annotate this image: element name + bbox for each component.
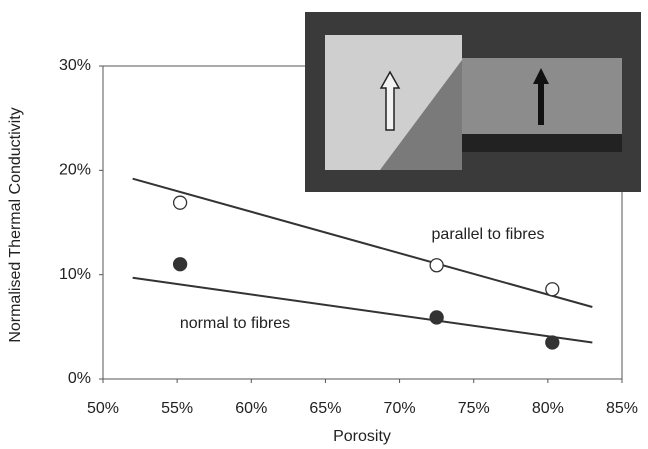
x-tick-label: 75% bbox=[458, 400, 490, 417]
data-point bbox=[429, 258, 444, 273]
y-tick-label: 30% bbox=[59, 57, 91, 74]
series-annotation: parallel to fibres bbox=[432, 226, 545, 243]
x-tick-label: 85% bbox=[606, 400, 638, 417]
y-tick-label: 20% bbox=[59, 162, 91, 179]
x-tick-label: 65% bbox=[309, 400, 341, 417]
y-axis-label: Normalised Thermal Conductivity bbox=[7, 107, 24, 342]
x-tick-label: 80% bbox=[532, 400, 564, 417]
data-point bbox=[172, 195, 188, 210]
data-point bbox=[545, 335, 560, 350]
trend-line bbox=[132, 276, 593, 344]
y-tick-label: 10% bbox=[59, 266, 91, 283]
x-axis-label: Porosity bbox=[333, 428, 391, 445]
data-point bbox=[545, 282, 560, 297]
data-point bbox=[172, 257, 188, 272]
x-tick-label: 50% bbox=[87, 400, 119, 417]
x-tick-label: 70% bbox=[384, 400, 416, 417]
x-tick-label: 55% bbox=[161, 400, 193, 417]
y-tick-label: 0% bbox=[68, 370, 91, 387]
series-annotation: normal to fibres bbox=[180, 315, 290, 332]
x-tick-label: 60% bbox=[235, 400, 267, 417]
inset-photo bbox=[305, 12, 641, 192]
data-point bbox=[429, 310, 444, 325]
trend-line bbox=[132, 177, 593, 308]
